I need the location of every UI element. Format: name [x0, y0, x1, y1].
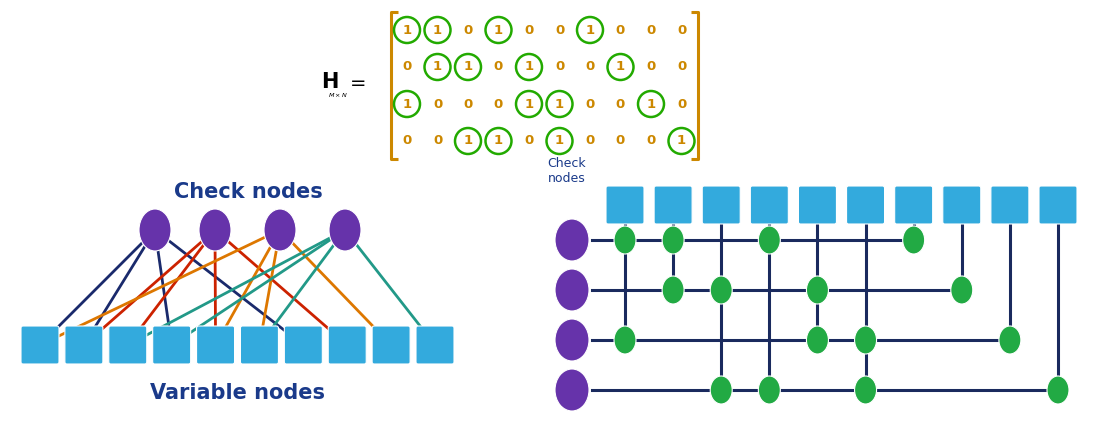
Text: 0: 0	[554, 24, 564, 37]
FancyBboxPatch shape	[284, 326, 322, 364]
FancyBboxPatch shape	[894, 186, 933, 224]
Text: 1: 1	[676, 135, 686, 147]
Text: 1: 1	[494, 24, 503, 37]
Ellipse shape	[806, 326, 828, 354]
Ellipse shape	[903, 226, 925, 254]
Text: 1: 1	[403, 98, 411, 111]
Ellipse shape	[999, 326, 1021, 354]
Text: 0: 0	[494, 98, 503, 111]
Text: 1: 1	[463, 61, 473, 74]
Ellipse shape	[758, 226, 780, 254]
FancyBboxPatch shape	[750, 186, 789, 224]
FancyBboxPatch shape	[328, 326, 366, 364]
Ellipse shape	[199, 209, 231, 251]
Text: 0: 0	[647, 24, 656, 37]
Text: 1: 1	[463, 135, 473, 147]
Ellipse shape	[264, 209, 296, 251]
Text: 1: 1	[433, 24, 442, 37]
Ellipse shape	[950, 276, 972, 304]
Ellipse shape	[806, 276, 828, 304]
Text: 1: 1	[554, 98, 564, 111]
Text: 0: 0	[585, 61, 595, 74]
FancyBboxPatch shape	[799, 186, 836, 224]
Ellipse shape	[1047, 376, 1069, 404]
Text: 1: 1	[525, 98, 533, 111]
Ellipse shape	[139, 209, 170, 251]
Text: 1: 1	[525, 61, 533, 74]
Ellipse shape	[556, 269, 588, 311]
Text: 0: 0	[494, 61, 503, 74]
Text: 0: 0	[616, 98, 625, 111]
Ellipse shape	[614, 326, 636, 354]
Ellipse shape	[556, 369, 588, 411]
Text: $\mathbf{H}$: $\mathbf{H}$	[321, 72, 339, 92]
Ellipse shape	[556, 219, 588, 261]
Text: 1: 1	[647, 98, 656, 111]
Text: Check nodes: Check nodes	[175, 182, 323, 202]
FancyBboxPatch shape	[1040, 186, 1077, 224]
Text: $=$: $=$	[345, 73, 366, 92]
FancyBboxPatch shape	[372, 326, 410, 364]
Text: 0: 0	[403, 135, 411, 147]
Text: Check
nodes: Check nodes	[548, 157, 586, 185]
Text: 0: 0	[433, 135, 442, 147]
Text: 0: 0	[647, 135, 656, 147]
Text: 0: 0	[616, 24, 625, 37]
Text: 0: 0	[525, 135, 533, 147]
Text: 0: 0	[647, 61, 656, 74]
Text: $_{M\times N}$: $_{M\times N}$	[328, 92, 348, 101]
Text: 0: 0	[525, 24, 533, 37]
FancyBboxPatch shape	[197, 326, 234, 364]
Text: 1: 1	[616, 61, 625, 74]
Text: 1: 1	[554, 135, 564, 147]
Text: 0: 0	[676, 24, 686, 37]
FancyBboxPatch shape	[847, 186, 884, 224]
FancyBboxPatch shape	[654, 186, 692, 224]
Text: 0: 0	[585, 135, 595, 147]
Ellipse shape	[614, 226, 636, 254]
FancyBboxPatch shape	[109, 326, 146, 364]
Text: 0: 0	[616, 135, 625, 147]
Text: 0: 0	[403, 61, 411, 74]
FancyBboxPatch shape	[702, 186, 740, 224]
Text: Variable nodes: Variable nodes	[150, 383, 324, 403]
Text: 1: 1	[433, 61, 442, 74]
FancyBboxPatch shape	[943, 186, 981, 224]
Ellipse shape	[711, 276, 733, 304]
Text: 0: 0	[585, 98, 595, 111]
Ellipse shape	[662, 276, 684, 304]
Ellipse shape	[662, 226, 684, 254]
Ellipse shape	[855, 376, 877, 404]
Ellipse shape	[855, 326, 877, 354]
FancyBboxPatch shape	[153, 326, 190, 364]
Text: 1: 1	[585, 24, 595, 37]
FancyBboxPatch shape	[65, 326, 103, 364]
FancyBboxPatch shape	[606, 186, 643, 224]
FancyBboxPatch shape	[21, 326, 59, 364]
Text: 1: 1	[403, 24, 411, 37]
Text: 0: 0	[676, 61, 686, 74]
FancyBboxPatch shape	[991, 186, 1028, 224]
Text: 0: 0	[554, 61, 564, 74]
FancyBboxPatch shape	[241, 326, 278, 364]
Text: 1: 1	[494, 135, 503, 147]
Text: 0: 0	[433, 98, 442, 111]
Text: 0: 0	[463, 98, 473, 111]
Text: 0: 0	[676, 98, 686, 111]
FancyBboxPatch shape	[416, 326, 454, 364]
Ellipse shape	[711, 376, 733, 404]
Ellipse shape	[556, 319, 588, 361]
Ellipse shape	[329, 209, 361, 251]
Text: 0: 0	[463, 24, 473, 37]
Ellipse shape	[758, 376, 780, 404]
